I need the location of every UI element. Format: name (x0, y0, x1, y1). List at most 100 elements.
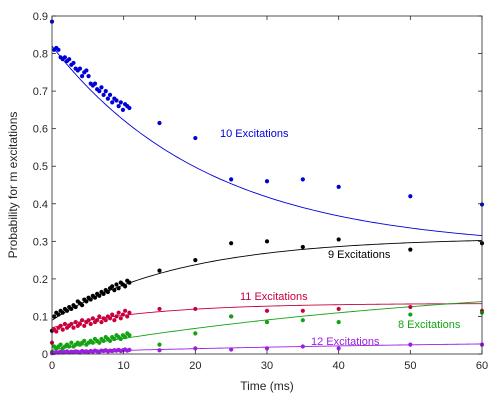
data-point (95, 318, 100, 323)
plot-frame (51, 15, 483, 355)
data-point (300, 177, 305, 182)
data-point (101, 338, 106, 343)
data-point (336, 346, 341, 351)
data-point (193, 346, 198, 351)
data-point (116, 310, 121, 315)
data-point (112, 336, 117, 342)
series-label: 10 Excitations (220, 128, 289, 140)
data-point (80, 303, 85, 308)
data-point (71, 60, 76, 66)
data-point (105, 289, 110, 295)
data-point (101, 291, 106, 297)
data-point (336, 237, 341, 242)
data-point (67, 344, 72, 349)
data-point (408, 342, 413, 347)
x-tick-label: 20 (189, 360, 201, 372)
data-point (114, 282, 119, 287)
data-point (127, 347, 132, 352)
data-point (82, 323, 87, 328)
data-point (300, 318, 305, 323)
y-tick-label: 0.3 (33, 236, 48, 248)
data-point (88, 321, 93, 327)
data-point (229, 241, 234, 246)
data-point (336, 184, 341, 189)
data-point (86, 318, 91, 323)
y-axis-label: Probability for m excitations (6, 112, 20, 259)
data-point (123, 284, 128, 289)
data-point (84, 68, 89, 73)
fit-line-1 (51, 240, 483, 321)
data-point (82, 338, 87, 343)
y-tick-label: 0.2 (33, 274, 48, 286)
x-tick-label: 60 (476, 360, 488, 372)
data-point (69, 340, 74, 345)
data-point (56, 312, 61, 317)
data-point (107, 316, 113, 321)
series-label: 9 Excitations (328, 249, 391, 261)
data-point (112, 288, 117, 293)
data-point (60, 310, 65, 315)
data-point (88, 297, 93, 302)
y-tick-label: 0.8 (33, 49, 48, 61)
data-point (118, 316, 123, 321)
data-point (110, 100, 115, 105)
data-point (92, 295, 98, 300)
data-point (77, 66, 83, 71)
data-point (157, 120, 162, 126)
data-point (60, 327, 65, 332)
data-point (408, 194, 413, 199)
data-point (300, 308, 305, 313)
data-point (300, 344, 305, 349)
data-point (103, 318, 108, 323)
data-point (120, 107, 126, 112)
data-point (116, 104, 121, 109)
data-point (90, 340, 95, 345)
data-point (69, 306, 74, 312)
data-point (157, 342, 162, 347)
data-point (125, 314, 130, 319)
data-point (193, 258, 198, 263)
data-point (84, 299, 89, 304)
data-point (54, 329, 59, 334)
data-point (73, 319, 78, 325)
fit-line-0 (51, 45, 483, 237)
data-point (336, 319, 341, 325)
data-point (62, 321, 67, 327)
data-point (58, 342, 63, 347)
data-point (97, 293, 102, 298)
data-point (58, 323, 63, 328)
data-point (118, 336, 123, 342)
series-labels: 10 Excitations 9 Excitations 11 Excitation… (220, 128, 461, 348)
x-tick-label: 50 (404, 360, 416, 372)
data-point (193, 135, 198, 141)
y-tick-label: 0.5 (33, 161, 48, 173)
data-point (99, 85, 104, 90)
data-point (112, 318, 117, 323)
data-point (116, 286, 121, 291)
data-point (67, 57, 72, 62)
data-point (97, 340, 102, 345)
data-point (118, 100, 123, 105)
data-point (97, 89, 102, 94)
data-point (193, 306, 198, 312)
data-point (114, 314, 119, 319)
data-point (99, 319, 104, 325)
data-point (90, 316, 95, 321)
data-point (264, 346, 270, 351)
data-point (229, 347, 234, 352)
series-label: 12 Excitations (311, 336, 380, 348)
data-point (408, 304, 413, 310)
data-point (80, 318, 85, 323)
x-tick-label: 10 (118, 360, 130, 372)
data-point (157, 306, 162, 312)
data-point (107, 92, 113, 97)
data-point (193, 331, 198, 336)
data-point (157, 268, 162, 273)
data-point (101, 92, 106, 97)
data-point (127, 105, 132, 111)
data-point (264, 319, 270, 325)
data-point (264, 239, 270, 244)
data-point (229, 314, 234, 319)
data-point (123, 335, 128, 340)
